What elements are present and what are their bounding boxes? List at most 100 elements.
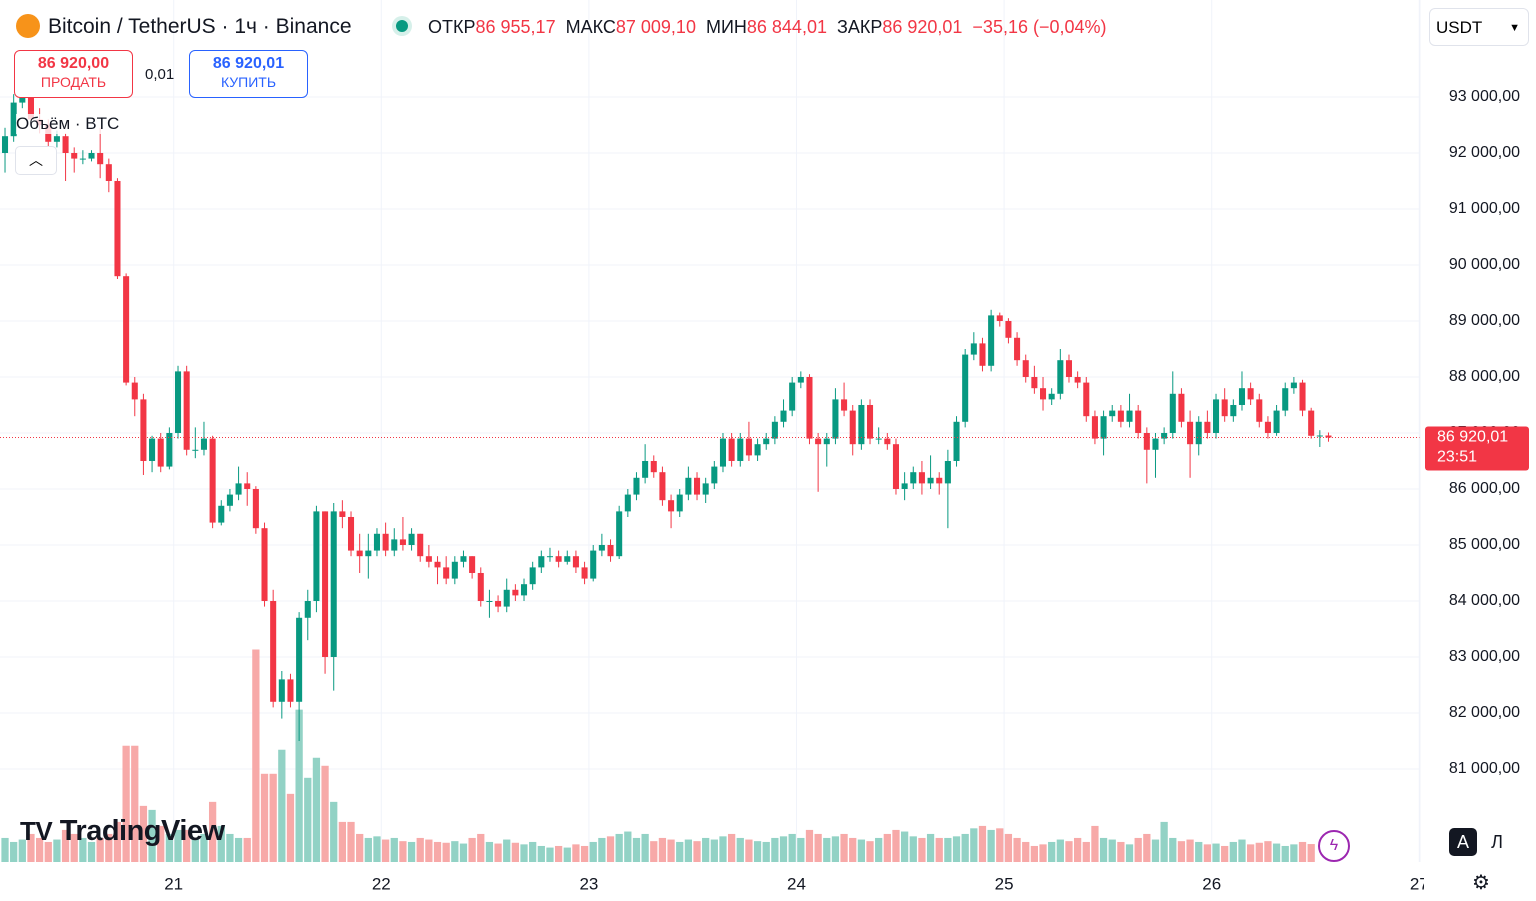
volume-bar: [96, 837, 104, 862]
candle-body: [209, 438, 216, 523]
candle-body: [1256, 399, 1263, 422]
candle-body: [910, 472, 917, 484]
logo-text: TradingView: [59, 815, 225, 847]
settings-button[interactable]: ⚙: [1472, 872, 1490, 894]
buy-button[interactable]: 86 920,01 КУПИТЬ: [189, 50, 308, 98]
volume-bar: [814, 833, 822, 862]
candle-body: [797, 376, 804, 383]
candle-body: [581, 567, 588, 579]
candle-body: [1282, 388, 1289, 411]
candle-body: [1022, 360, 1029, 377]
volume-bar: [1264, 841, 1272, 862]
candle-body: [296, 617, 303, 702]
ohlc-value: 86 844,01: [746, 17, 827, 37]
candle-body: [1117, 410, 1124, 422]
volume-bar: [831, 836, 840, 862]
candle-body: [1057, 360, 1064, 394]
collapse-button[interactable]: ︿: [15, 146, 57, 175]
volume-bar: [35, 837, 44, 862]
last-price-timer: 23:51: [1437, 449, 1477, 466]
currency: USDT: [1436, 18, 1483, 37]
y-tick-label: 83 000,00: [1449, 648, 1520, 665]
candle-body: [399, 539, 406, 545]
symbol[interactable]: Bitcoin / TetherUS · 1ч · Binance: [48, 15, 352, 38]
candle-body: [832, 399, 839, 439]
candle-body: [1221, 399, 1228, 417]
candle-body: [503, 589, 510, 607]
volume-bar: [978, 825, 987, 862]
candle-body: [425, 556, 432, 562]
volume-bar: [658, 837, 667, 862]
sell-price: 86 920,00: [37, 55, 110, 72]
candle-body: [451, 561, 458, 579]
volume-bar: [1108, 839, 1116, 862]
candle-body: [252, 488, 259, 529]
volume-bar: [797, 837, 805, 862]
volume-bar: [667, 839, 675, 862]
lightning-button[interactable]: ϟ: [1318, 830, 1350, 862]
volume-bar: [1065, 841, 1073, 862]
candle-body: [261, 528, 268, 601]
candle-body: [979, 343, 986, 366]
candle-body: [815, 438, 822, 445]
volume-bar: [632, 837, 641, 862]
candle-body: [1316, 435, 1323, 437]
candle-body: [356, 550, 363, 557]
candle-body: [996, 315, 1003, 321]
y-tick-label: 82 000,00: [1449, 704, 1520, 721]
volume-bar: [529, 841, 537, 862]
candle-body: [676, 494, 683, 512]
volume-bar: [520, 844, 528, 862]
volume-bar: [676, 841, 684, 862]
sell-button[interactable]: 86 920,00 ПРОДАТЬ: [14, 50, 133, 98]
candle-body: [1014, 337, 1021, 361]
x-tick-label: 22: [372, 874, 391, 893]
volume-bar: [805, 829, 814, 862]
ohlc-label: МАКС: [565, 17, 616, 37]
volume-bar: [684, 839, 693, 862]
auto-scale-button[interactable]: A: [1449, 828, 1477, 856]
candle-body: [1178, 393, 1185, 422]
volume-bar: [18, 839, 26, 862]
candle-body: [460, 556, 467, 562]
volume-bar: [381, 839, 390, 862]
volume-bar: [1099, 837, 1108, 862]
candle-body: [88, 152, 95, 159]
candle-body: [616, 511, 623, 557]
candle-body: [166, 432, 173, 467]
candle-body: [858, 404, 865, 445]
volume-bar: [1195, 841, 1203, 862]
candle-body: [365, 550, 372, 557]
candle-body: [962, 354, 969, 422]
price-axis-bg: [1424, 862, 1536, 901]
candle-body: [1040, 388, 1047, 400]
volume-bar: [554, 845, 563, 862]
y-tick-label: 86 000,00: [1449, 480, 1520, 497]
volume-bar: [745, 839, 753, 862]
volume-bar: [330, 801, 338, 862]
candle-body: [927, 477, 934, 484]
log-scale-button[interactable]: Л: [1491, 832, 1503, 852]
candle-body: [841, 399, 848, 411]
candle-body: [304, 600, 311, 618]
volume-bar: [10, 841, 18, 862]
volume-bar: [736, 837, 744, 862]
candle-body: [1299, 382, 1306, 411]
candle-body: [806, 376, 813, 439]
volume-bar: [598, 837, 606, 862]
volume-bar: [295, 709, 303, 862]
currency-select[interactable]: USDT ▼: [1429, 8, 1529, 46]
volume-bar: [1056, 839, 1064, 862]
candle-body: [555, 556, 562, 562]
spread: 0,01: [145, 66, 175, 83]
candle-body: [875, 438, 882, 440]
volume-bar: [1169, 837, 1177, 862]
volume-bar: [719, 836, 727, 862]
candle-body: [944, 460, 951, 484]
candle-body: [1126, 410, 1133, 422]
volume-bar: [477, 833, 485, 862]
volume-bar: [624, 831, 632, 862]
volume-bar: [1073, 837, 1082, 862]
candle-body: [823, 438, 830, 445]
x-tick-label: 24: [787, 874, 806, 893]
